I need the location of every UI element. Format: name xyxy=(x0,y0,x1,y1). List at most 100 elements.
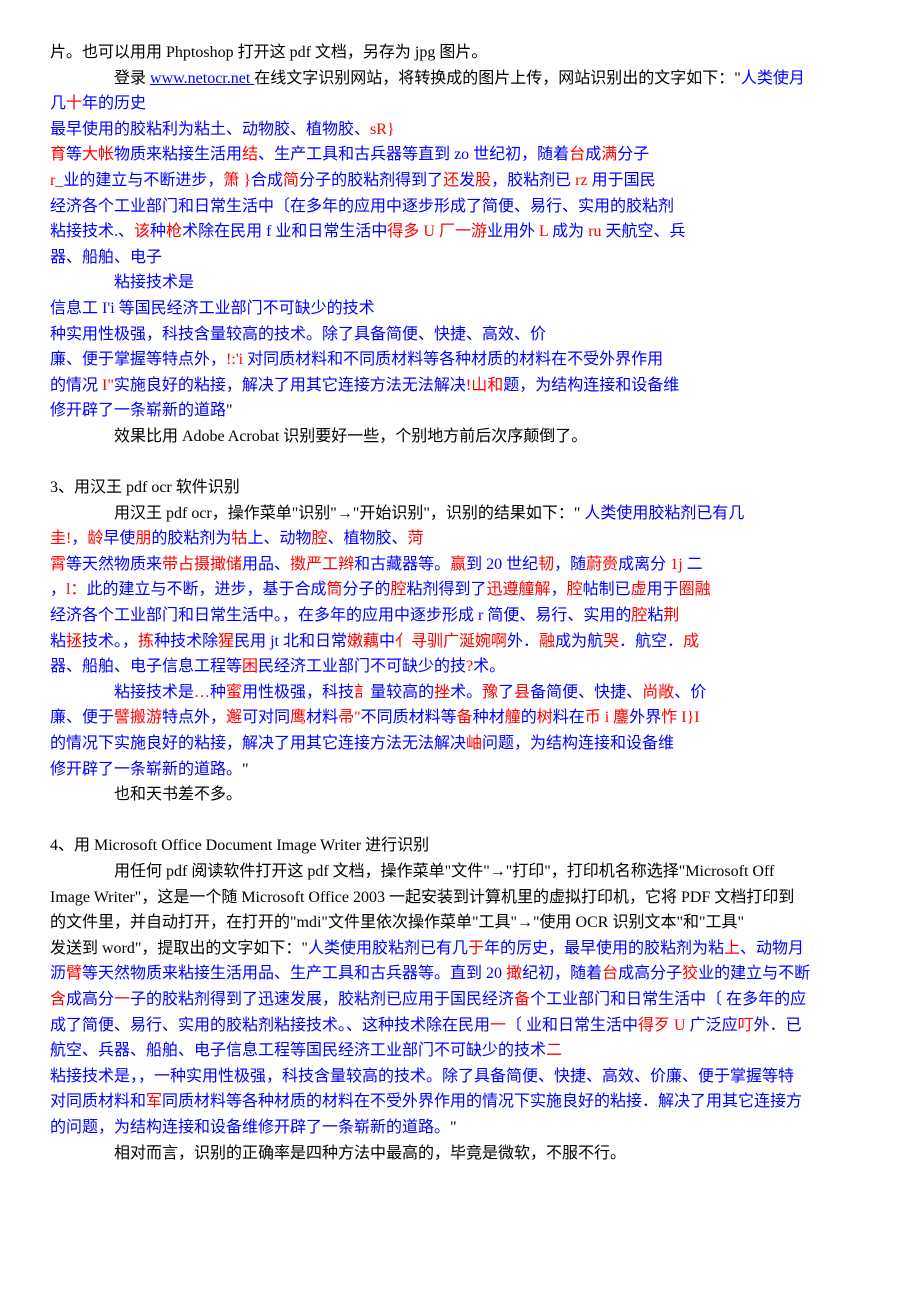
t: 成离分 xyxy=(618,556,670,573)
t: 龄 xyxy=(87,530,103,547)
t: 用于 xyxy=(647,581,679,598)
t: ．航空． xyxy=(619,633,683,650)
t: 修开辟了一条崭新的道路 xyxy=(50,402,226,419)
s4-line-f: 含成高分一子的胶粘剂得到了迅速发展，胶粘剂已应用于国民经济备个工业部门和日常生活… xyxy=(50,987,870,1013)
t: 最早使用的胶粘利为粘土、动物胶、植物胶、 xyxy=(50,121,370,138)
t: 嫩藕 xyxy=(347,633,379,650)
t: 外．已 xyxy=(754,1017,802,1034)
s3-line-g: 器、船舶、电子信息工程等困民经济工业部门不可缺少的技?术。 xyxy=(50,654,870,680)
t: 、价 xyxy=(674,684,706,701)
t: 大帐 xyxy=(82,146,114,163)
t: 粘接技术.、 xyxy=(50,223,134,240)
t: 箫 } xyxy=(223,172,251,189)
t: 〔 业和日常生活中 xyxy=(506,1017,638,1034)
t: 1j xyxy=(670,556,686,573)
section4-title: 4、用 Microsoft Office Document Image Writ… xyxy=(50,833,870,859)
ocr-text: 人类使月 xyxy=(741,70,805,87)
t: 廉、便于 xyxy=(50,709,114,726)
t: 菏 xyxy=(407,530,423,547)
t: 亻寻驯广涎婉啊 xyxy=(395,633,507,650)
netocr-link[interactable]: www.netocr.net xyxy=(150,70,254,87)
t: 叮 xyxy=(738,1017,754,1034)
t: 天航空、兵 xyxy=(606,223,686,240)
s3-line-j: 的情况下实施良好的粘接，解决了用其它连接方法无法解决岫问题，为结构连接和设备维 xyxy=(50,731,870,757)
t: 圈融 xyxy=(679,581,711,598)
t: 拯 xyxy=(66,633,82,650)
p1-comment: 效果比用 Adobe Acrobat 识别要好一些，个别地方前后次序颠倒了。 xyxy=(50,424,870,450)
t: 赢 xyxy=(450,556,466,573)
t: 备简便、快捷、 xyxy=(530,684,642,701)
t: 料在 xyxy=(553,709,585,726)
t: ， xyxy=(50,581,66,598)
t: 粘 xyxy=(647,607,663,624)
s3-line-e: 经济各个工业部门和日常生活中。，在多年的应用中逐步形成 r 简便、易行、实用的腔… xyxy=(50,603,870,629)
t: 得多 U 厂一游 xyxy=(387,223,487,240)
t: 纪初，随着 xyxy=(522,965,602,982)
t: 外界 xyxy=(629,709,661,726)
t: 等 xyxy=(66,146,82,163)
t: 人类使用胶粘剂已有几 xyxy=(308,940,468,957)
t: 业用外 xyxy=(487,223,539,240)
t: 年的历史 xyxy=(82,95,146,112)
t: 技术。， xyxy=(82,633,138,650)
t: 挫 xyxy=(434,684,450,701)
t: 岫 xyxy=(466,735,482,752)
t: 备 xyxy=(457,709,473,726)
t: 发 xyxy=(459,172,475,189)
t: 该 xyxy=(134,223,150,240)
section3-title: 3、用汉王 pdf ocr 软件识别 xyxy=(50,475,870,501)
t: 种材 xyxy=(473,709,505,726)
t: 上 xyxy=(724,940,740,957)
s3-line-i: 廉、便于譬搬游特点外，邂可对同鹰材料帚"不同质材料等备种材艟的树料在币 i 鏖外… xyxy=(50,705,870,731)
t: rz xyxy=(575,172,591,189)
t: 用品、 xyxy=(242,556,290,573)
t: 得歹 U xyxy=(638,1017,690,1034)
t: 粘接技术是 xyxy=(114,684,194,701)
t: 业的建立与不断 xyxy=(698,965,810,982)
t: 豫 xyxy=(482,684,498,701)
t: " xyxy=(450,1119,457,1136)
t: ， xyxy=(71,530,87,547)
t: 二 xyxy=(546,1042,562,1059)
t: 修开辟了一条崭新的道路。 xyxy=(50,761,242,778)
t: 结 xyxy=(242,146,258,163)
t: 在线文字识别网站，将转换成的图片上传，网站识别出的文字如下：" xyxy=(254,70,741,87)
t: 广泛应 xyxy=(690,1017,738,1034)
t: 腔 xyxy=(391,581,407,598)
t: 分子 xyxy=(617,146,649,163)
t: 邂 xyxy=(226,709,242,726)
t: 问题，为结构连接和设备维 xyxy=(482,735,674,752)
t: " xyxy=(226,402,233,419)
t: 同质材料等各种材质的材料在不受外界作用的情况下实施良好的粘接．解决了用其它连接方 xyxy=(162,1093,802,1110)
t: 迅遵艟解 xyxy=(487,581,551,598)
t: 成了简便、易行、实用的胶粘剂粘接技术。、这种技术除在民用 xyxy=(50,1017,490,1034)
t: 的 xyxy=(521,709,537,726)
t: 早使 xyxy=(103,530,135,547)
t: 备 xyxy=(514,991,530,1008)
s3-line-k: 修开辟了一条崭新的道路。" xyxy=(50,757,870,783)
t: 经济各个工业部门和日常生活中。，在多年的应用中逐步形成 r 简便、易行、实用的 xyxy=(50,607,631,624)
t: 股 xyxy=(475,172,491,189)
t: 登录 xyxy=(114,70,150,87)
t: 二 xyxy=(687,556,703,573)
t: 成高分 xyxy=(66,991,114,1008)
t: 种 xyxy=(150,223,166,240)
t: 子的胶粘剂得到了迅速发展，胶粘剂已应用于国民经济 xyxy=(130,991,514,1008)
t: 的情况 xyxy=(50,377,102,394)
t: 粘 xyxy=(50,633,66,650)
t: … xyxy=(194,684,210,701)
t: 外． xyxy=(507,633,539,650)
t: 民经济工业部门不可缺少的技 xyxy=(258,658,466,675)
t: 霄 xyxy=(50,556,66,573)
t: 种技术除 xyxy=(154,633,218,650)
t: 成高分子 xyxy=(618,965,682,982)
t: 合成 xyxy=(251,172,283,189)
t: ru xyxy=(588,223,605,240)
p1-line8: 粘接技术.、该种枪术除在民用 f 业和日常生活中得多 U 厂一游业用外 L 成为… xyxy=(50,219,870,245)
t: 台 xyxy=(569,146,585,163)
t: 、植物胶、 xyxy=(327,530,407,547)
t: 、生产工具和古兵器等直到 zo 世纪初，随着 xyxy=(258,146,569,163)
t: 撖 xyxy=(506,965,522,982)
p1-line5: 育等大帐物质来粘接生活用结、生产工具和古兵器等直到 zo 世纪初，随着台成满分子 xyxy=(50,142,870,168)
t: I" xyxy=(102,377,114,394)
